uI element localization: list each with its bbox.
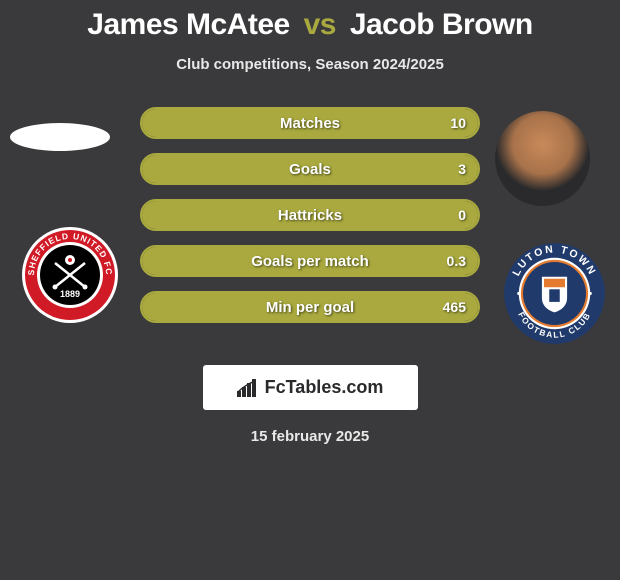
branding-box: FcTables.com [203,365,418,410]
player2-club-badge: LUTON TOWN FOOTBALL CLUB [502,241,602,341]
stat-label: Matches [142,115,478,132]
stat-row: Goals per match0.3 [140,245,480,277]
stat-row: Hattricks0 [140,199,480,231]
stat-value-right: 465 [443,299,466,315]
stat-row: Matches10 [140,107,480,139]
vs-text: vs [304,8,336,41]
svg-text:1889: 1889 [60,289,80,299]
stat-label: Hattricks [142,207,478,224]
player2-name: Jacob Brown [350,8,533,41]
branding-text: FcTables.com [265,377,384,398]
stat-value-right: 10 [450,115,466,131]
stat-label: Goals [142,161,478,178]
stat-row: Goals3 [140,153,480,185]
comparison-date: 15 february 2025 [0,428,620,445]
comparison-content: SHEFFIELD UNITED FC 1889 LUTON TOWN [0,103,620,353]
stat-value-right: 0.3 [447,253,466,269]
player2-avatar [495,111,590,206]
stat-label: Goals per match [142,253,478,270]
stat-rows: Matches10 Goals3 Hattricks0 Goals per match… [140,107,480,337]
player1-club-badge: SHEFFIELD UNITED FC 1889 [20,225,120,325]
player1-avatar [10,123,110,151]
stat-value-right: 3 [458,161,466,177]
comparison-title: James McAtee vs Jacob Brown [0,0,620,42]
stat-label: Min per goal [142,299,478,316]
chart-icon [237,379,261,397]
stat-row: Min per goal465 [140,291,480,323]
season-subtitle: Club competitions, Season 2024/2025 [0,56,620,73]
stat-value-right: 0 [458,207,466,223]
player1-name: James McAtee [87,8,289,41]
